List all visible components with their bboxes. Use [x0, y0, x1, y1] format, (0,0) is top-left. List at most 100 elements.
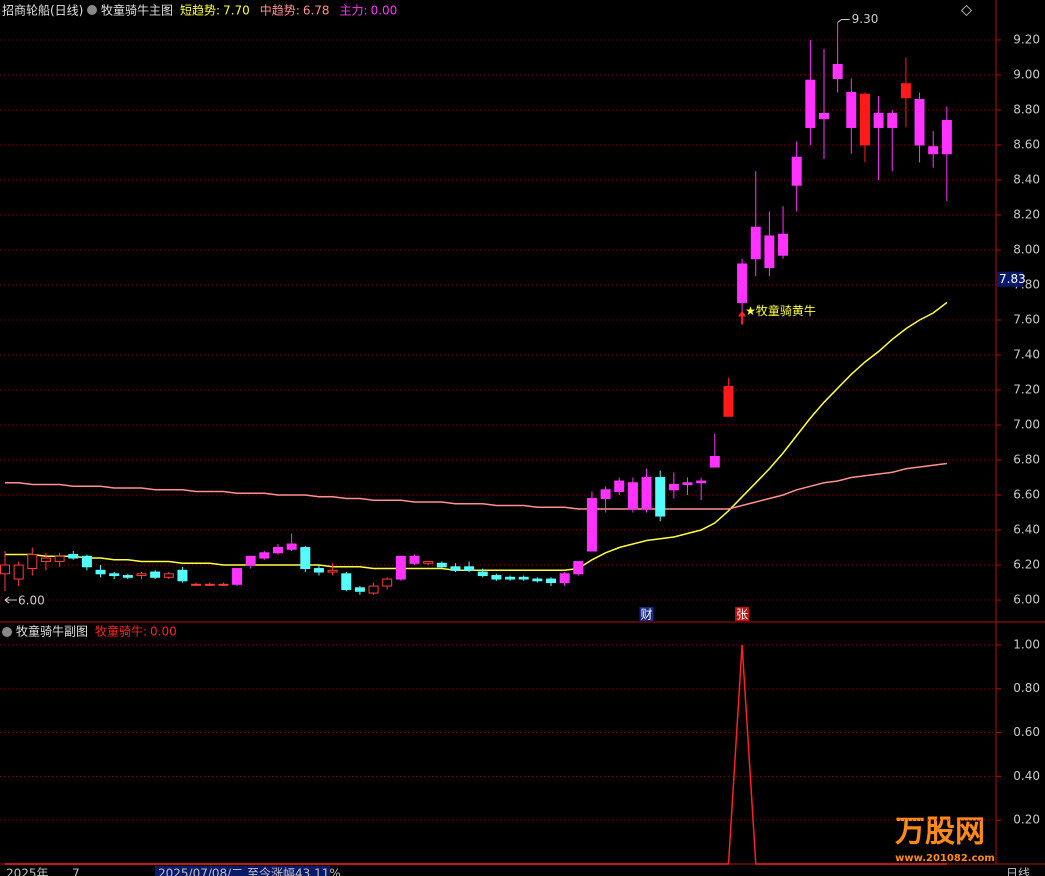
candle-body [668, 484, 679, 491]
candle-body [614, 480, 625, 493]
trend-line [5, 644, 947, 865]
event-label: 张 [736, 608, 748, 622]
indicator-title: 牧童骑牛主图 [101, 3, 173, 18]
candle-body [232, 568, 243, 585]
max-marker [837, 18, 850, 23]
min-marker [4, 596, 17, 604]
candle-body [150, 571, 161, 578]
candle-body [600, 489, 611, 500]
y-tick-label: 6.40 [1013, 523, 1040, 537]
y-tick-label: 6.60 [1013, 488, 1040, 502]
candle-body [887, 112, 898, 128]
candle-body [122, 575, 133, 578]
footer-month: 7 [72, 867, 80, 876]
candle-body [505, 576, 516, 580]
candle-body [54, 555, 65, 563]
candle-body [819, 112, 829, 120]
footer-range: 2025/07/08/二 至今涨幅43.11% [158, 866, 341, 876]
candle-body [300, 547, 311, 570]
y-tick-label: 6.80 [1013, 453, 1040, 467]
candle-body [136, 573, 147, 577]
y-tick-label: 0.40 [1013, 769, 1040, 783]
signal-label: ★牧童骑黄牛 [745, 303, 816, 318]
legend-value: 0.00 [371, 4, 398, 18]
candle-body [259, 552, 270, 559]
y-tick-label: 6.00 [1013, 593, 1040, 607]
max-label: 9.30 [852, 12, 879, 26]
candle-body [286, 543, 297, 550]
candle-body [341, 573, 352, 591]
candle-body [395, 555, 406, 580]
y-tick-label: 7.40 [1013, 348, 1040, 362]
trend-line [5, 301, 948, 572]
y-tick-label: 9.20 [1013, 32, 1040, 46]
candle-body [13, 564, 24, 580]
y-tick-label: 7.60 [1013, 313, 1040, 327]
indicator-icon[interactable] [87, 5, 97, 15]
candle-body [586, 498, 597, 552]
candle-body [81, 555, 92, 568]
candle-body [832, 63, 843, 79]
candle-body [354, 587, 365, 592]
candle-body [764, 235, 775, 268]
legend-name: 中趋势: [260, 3, 300, 18]
candle-body [327, 569, 338, 573]
y-tick-label: 0.60 [1013, 725, 1040, 739]
candle-body [914, 98, 925, 146]
candle-body [573, 561, 584, 575]
y-tick-label: 9.00 [1013, 67, 1040, 81]
candle-body [464, 566, 475, 571]
candle-body [313, 568, 324, 573]
candle-body [627, 482, 638, 510]
candle-body [191, 583, 202, 586]
y-tick-label: 0.20 [1013, 813, 1040, 827]
candle-body [40, 557, 51, 563]
candle-body [273, 547, 283, 554]
candle-body [218, 583, 229, 586]
legend-value: 6.78 [303, 4, 330, 18]
candle-body [928, 146, 939, 155]
candle-body [559, 573, 570, 584]
candle-body [696, 480, 707, 484]
y-tick-label: 0.80 [1013, 681, 1040, 695]
candle-body [95, 569, 106, 575]
status-bar [0, 865, 1045, 876]
event-tag [735, 607, 750, 621]
price-tag-label: 7.83 [999, 272, 1026, 286]
candle-body [409, 555, 420, 564]
candle-body [532, 578, 543, 582]
y-tick-label: 1.00 [1013, 637, 1040, 651]
candle-body [641, 477, 652, 510]
candle-body [518, 576, 529, 580]
y-tick-label: 6.20 [1013, 558, 1040, 572]
y-tick-label: 8.60 [1013, 137, 1040, 151]
settings-icon[interactable] [960, 4, 973, 17]
candle-body [846, 91, 857, 128]
candle-body [68, 554, 79, 559]
candle-body [204, 583, 215, 586]
trend-line [5, 462, 947, 510]
indicator-title: 牧童骑牛副图 [16, 624, 88, 639]
signal-arrow [738, 310, 747, 325]
candle-body [900, 83, 911, 99]
candle-body [368, 585, 379, 594]
candle-body [382, 578, 393, 587]
stock-title: 招商轮船(日线) [2, 3, 83, 18]
candle-body [245, 555, 256, 566]
candle-body [750, 226, 761, 260]
footer-year: 2025年 [6, 867, 49, 876]
candle-body [177, 569, 188, 582]
watermark-url: www.201082.com [895, 853, 995, 864]
candle-body [805, 79, 816, 128]
candle-body [163, 573, 174, 578]
candle-body [477, 571, 488, 577]
legend-value: 0.00 [150, 625, 177, 639]
candle-body [873, 112, 884, 128]
candle-body [436, 562, 447, 568]
candle-body [682, 482, 693, 486]
candle-body [709, 456, 720, 468]
candle-body [737, 263, 748, 303]
indicator-icon[interactable] [2, 627, 12, 637]
